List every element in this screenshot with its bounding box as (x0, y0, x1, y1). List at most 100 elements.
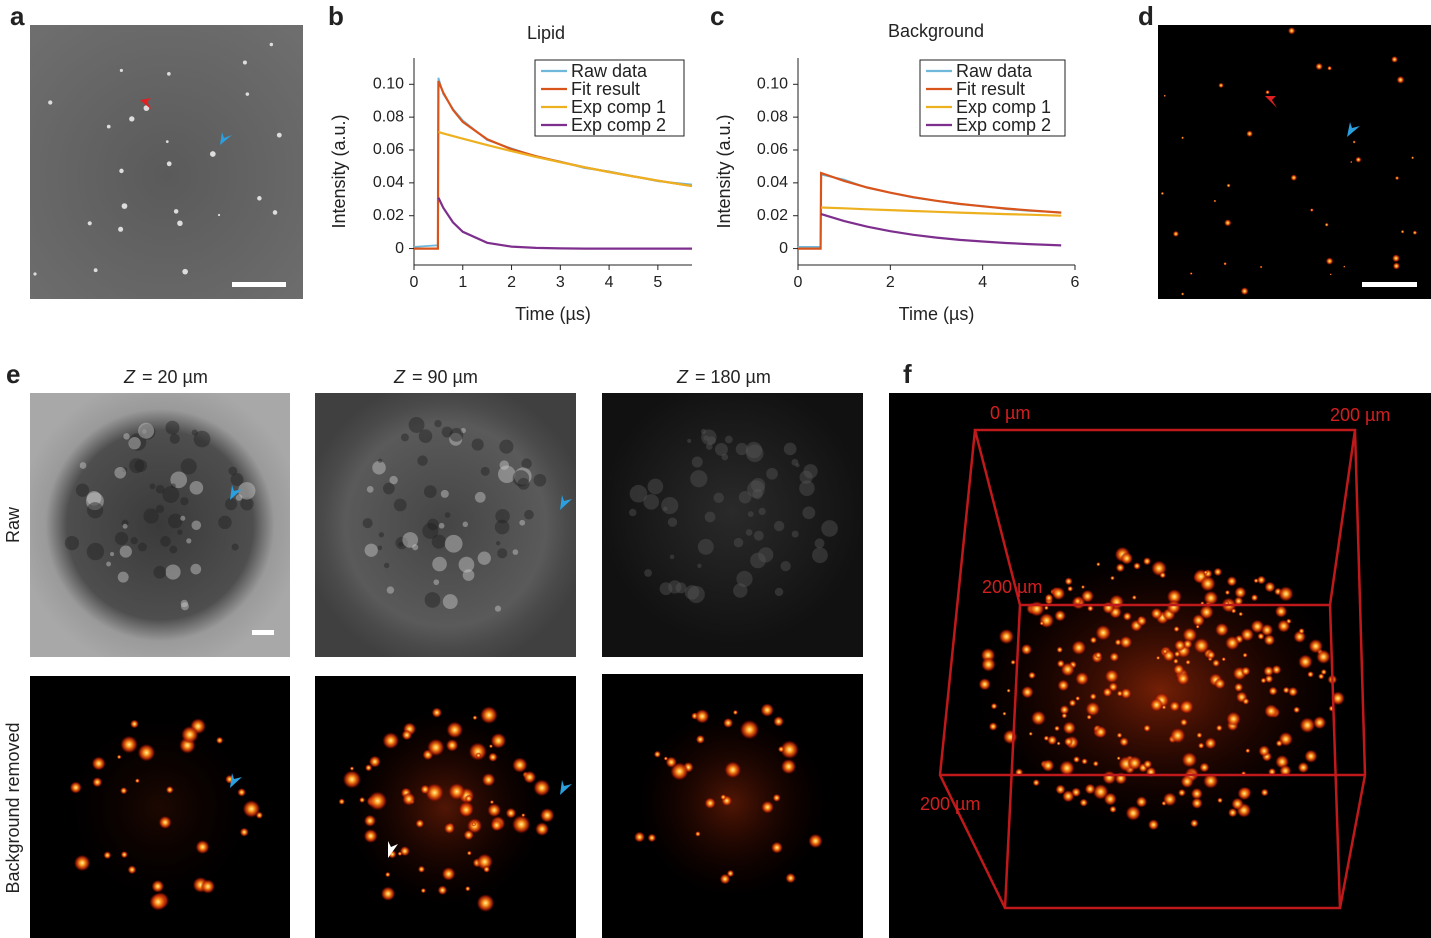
texture (167, 72, 171, 76)
legend-label: Exp comp 1 (571, 97, 666, 117)
texture (177, 220, 183, 227)
texture (408, 417, 425, 433)
x-tick-label: 2 (507, 274, 516, 291)
texture (1271, 664, 1282, 675)
texture (362, 518, 373, 529)
texture (770, 841, 783, 854)
legend-label: Exp comp 2 (956, 115, 1051, 135)
texture (1075, 671, 1089, 686)
texture (1231, 797, 1244, 811)
texture (719, 873, 731, 885)
texture (158, 815, 172, 830)
texture (1245, 748, 1251, 754)
texture (397, 851, 403, 856)
arrow (220, 132, 232, 145)
texture (272, 210, 278, 215)
texture (667, 517, 678, 527)
panel-label: c (710, 1, 724, 31)
texture (1233, 682, 1244, 693)
column-header: = 90 µm (412, 367, 478, 387)
texture (733, 583, 748, 598)
texture (483, 865, 491, 873)
texture (1226, 183, 1231, 188)
texture (533, 473, 547, 487)
texture (726, 869, 735, 878)
texture (1149, 698, 1164, 712)
texture (1278, 586, 1294, 602)
texture (1238, 611, 1244, 617)
texture (780, 740, 800, 760)
series-line (798, 171, 1062, 250)
texture (1290, 174, 1298, 182)
texture (427, 518, 439, 531)
texture (514, 467, 532, 485)
texture (539, 807, 555, 823)
y-tick-label: 0.04 (757, 174, 788, 191)
texture (1160, 191, 1165, 196)
texture (812, 547, 828, 564)
texture (517, 477, 530, 490)
texture (490, 732, 507, 749)
texture (1062, 721, 1076, 735)
texture (389, 475, 398, 485)
texture (191, 429, 198, 436)
arrow (1265, 96, 1277, 108)
legend-box (919, 59, 1066, 137)
texture (519, 519, 526, 526)
texture (1199, 575, 1216, 592)
texture (1327, 65, 1332, 71)
texture (1135, 796, 1148, 808)
texture (736, 570, 753, 588)
texture (700, 428, 707, 435)
y-tick-label: 0.02 (373, 207, 404, 224)
texture (123, 433, 130, 440)
texture (1231, 608, 1237, 614)
texture (1316, 649, 1331, 665)
texture (165, 140, 169, 144)
texture (643, 494, 660, 510)
texture (1263, 665, 1274, 677)
texture (1197, 742, 1205, 749)
texture (420, 784, 430, 795)
texture (468, 742, 488, 761)
texture (1315, 62, 1323, 71)
texture (773, 716, 784, 727)
texture (378, 532, 385, 538)
texture (1297, 654, 1313, 670)
texture (1411, 156, 1415, 160)
texture (1096, 562, 1101, 567)
y-axis-label: Intensity (a.u.) (329, 114, 349, 228)
texture (1268, 686, 1278, 696)
texture (442, 594, 458, 610)
texture (634, 831, 646, 843)
texture (1116, 756, 1121, 761)
texture (209, 151, 216, 157)
texture (1392, 262, 1401, 270)
texture (180, 602, 189, 611)
texture (795, 463, 800, 468)
texture (425, 783, 445, 803)
texture (238, 482, 256, 500)
texture (695, 734, 705, 744)
texture (116, 754, 122, 760)
row-label: Background removed (3, 722, 23, 893)
texture (437, 885, 448, 896)
texture (423, 485, 437, 498)
texture (1253, 578, 1259, 584)
texture (1224, 219, 1232, 227)
texture (1059, 760, 1075, 776)
texture (1275, 739, 1283, 747)
texture (487, 803, 502, 818)
texture (1084, 783, 1096, 795)
micrograph-d (1158, 25, 1431, 299)
texture (1293, 706, 1301, 714)
texture (462, 569, 475, 581)
texture (1257, 632, 1265, 640)
texture (791, 530, 799, 538)
texture (1067, 585, 1074, 592)
chart-title: Lipid (527, 23, 565, 43)
texture (1080, 585, 1085, 590)
texture (1056, 659, 1065, 668)
texture (121, 203, 128, 209)
texture (443, 822, 456, 834)
